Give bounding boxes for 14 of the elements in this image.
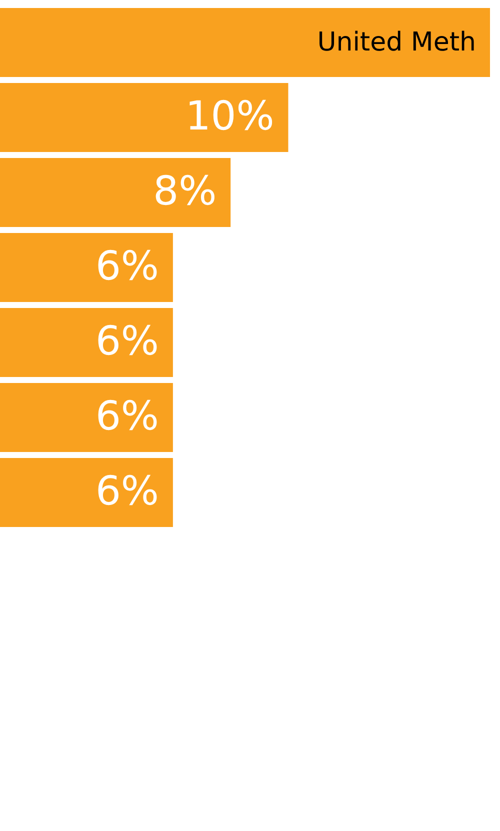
data-label: 6% xyxy=(95,318,159,364)
data-label: 6% xyxy=(95,244,159,290)
data-label: 10% xyxy=(185,94,274,140)
bar xyxy=(0,83,288,152)
bar xyxy=(0,383,173,452)
data-label: 6% xyxy=(95,394,159,440)
data-label: 8% xyxy=(153,168,217,214)
bar xyxy=(0,8,490,77)
bar xyxy=(0,308,173,377)
bar xyxy=(0,458,173,527)
bar xyxy=(0,158,231,227)
bar xyxy=(0,233,173,302)
y-tick-label: United Meth xyxy=(317,28,476,58)
data-label: 6% xyxy=(95,468,159,514)
